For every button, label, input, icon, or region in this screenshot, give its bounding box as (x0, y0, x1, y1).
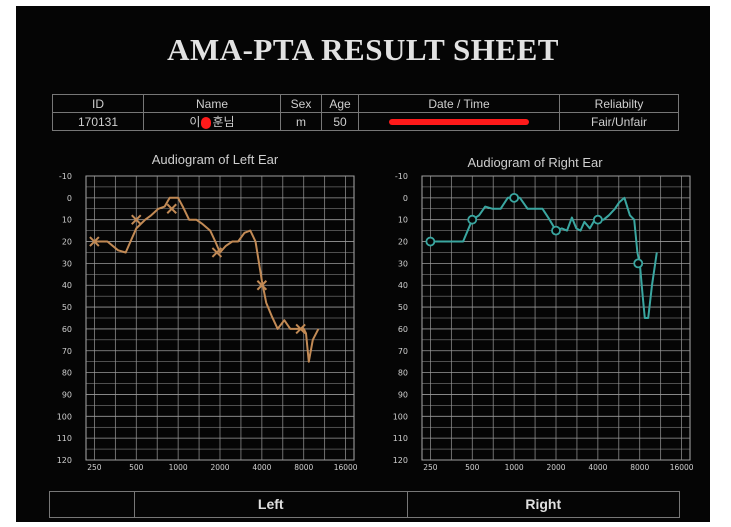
left-x-tick-label: 2000 (210, 463, 229, 472)
left-x-tick-label: 250 (87, 463, 102, 472)
left-x-marker (89, 236, 100, 247)
ear-footer-bar: Left Right (49, 491, 680, 518)
right-chart-title: Audiogram of Right Ear (467, 155, 603, 170)
right-y-tick-label: 120 (393, 456, 408, 465)
value-datetime (358, 112, 560, 131)
right-threshold-line (430, 196, 658, 319)
value-reliability: Fair/Unfair (559, 112, 679, 131)
header-name: Name (143, 94, 281, 113)
right-y-tick-label: -10 (395, 172, 408, 181)
result-sheet: AMA-PTA RESULT SHEET ID Name Sex Age Dat… (16, 6, 710, 522)
left-y-tick-label: -10 (59, 172, 72, 181)
header-id: ID (52, 94, 144, 113)
value-name: 이 훈님 (143, 112, 281, 131)
right-x-tick-label: 16000 (670, 463, 694, 472)
left-threshold-line (94, 196, 320, 363)
left-y-tick-label: 70 (62, 347, 72, 356)
right-o-marker (551, 225, 561, 236)
datetime-redaction-mark (389, 119, 529, 126)
left-y-tick-label: 90 (62, 390, 72, 399)
right-y-tick-label: 40 (398, 281, 408, 290)
left-chart-title: Audiogram of Left Ear (151, 152, 279, 167)
right-y-tick-label: 50 (398, 303, 408, 312)
left-y-tick-label: 40 (62, 281, 72, 290)
value-age: 50 (321, 112, 359, 131)
header-age: Age (321, 94, 359, 113)
right-ear-audiogram: -10 0 10 20 30 40 50 60 70 80 90 100 110 120 250 500 100… (393, 172, 694, 472)
right-y-tick-label: 30 (398, 259, 408, 268)
left-x-marker (256, 280, 268, 291)
left-x-marker (211, 247, 223, 258)
footer-spacer (50, 492, 134, 517)
left-x-tick-label: 8000 (294, 463, 313, 472)
right-o-marker (425, 236, 436, 247)
header-datetime: Date / Time (358, 94, 560, 113)
footer-right-label: Right (406, 492, 680, 517)
left-x-tick-label: 4000 (252, 463, 271, 472)
right-y-tick-label: 20 (398, 238, 408, 247)
right-y-tick-label: 70 (398, 347, 408, 356)
left-y-tick-label: 50 (62, 303, 72, 312)
value-sex: m (280, 112, 322, 131)
left-y-tick-label: 20 (62, 238, 72, 247)
left-x-tick-label: 500 (129, 463, 144, 472)
left-x-marker (295, 323, 306, 335)
right-x-tick-label: 1000 (505, 463, 524, 472)
right-y-tick-label: 60 (398, 325, 408, 334)
right-o-marker (633, 258, 644, 269)
left-x-tick-label: 1000 (169, 463, 188, 472)
right-o-marker (509, 192, 520, 203)
name-suffix: 훈님 (212, 115, 235, 129)
left-x-marker (166, 203, 177, 214)
info-value-row: 170131 이 훈님 m 50 Fair/Unfair (52, 112, 679, 131)
name-redaction-mark (201, 116, 212, 129)
left-y-tick-label: 10 (62, 216, 72, 225)
left-y-tick-label: 120 (57, 456, 72, 465)
right-y-tick-label: 90 (398, 390, 408, 399)
footer-left-label: Left (134, 492, 407, 517)
left-y-tick-label: 60 (62, 325, 72, 334)
left-x-marker (131, 214, 142, 225)
left-y-tick-label: 110 (57, 434, 72, 443)
right-y-tick-label: 80 (398, 369, 408, 378)
sheet-title: AMA-PTA RESULT SHEET (167, 32, 559, 67)
right-y-tick-label: 110 (393, 434, 408, 443)
patient-info-table: ID Name Sex Age Date / Time Reliabilty 1… (52, 94, 679, 131)
name-prefix: 이 (189, 115, 201, 129)
right-x-tick-label: 2000 (546, 463, 565, 472)
left-ear-audiogram: -10 0 10 20 30 40 50 60 70 80 90 100 110 120 250 500 100… (57, 172, 358, 472)
left-y-tick-label: 100 (57, 412, 72, 421)
right-o-marker (592, 214, 603, 225)
right-y-tick-label: 10 (398, 216, 408, 225)
header-reliability: Reliabilty (559, 94, 679, 113)
right-y-tick-label: 0 (403, 194, 408, 203)
left-x-tick-label: 16000 (334, 463, 358, 472)
right-x-tick-label: 500 (465, 463, 480, 472)
right-x-tick-label: 8000 (630, 463, 649, 472)
right-o-marker (467, 214, 478, 225)
left-y-tick-label: 0 (67, 194, 72, 203)
header-sex: Sex (280, 94, 322, 113)
left-y-tick-label: 30 (62, 259, 72, 268)
right-x-tick-label: 250 (423, 463, 438, 472)
right-x-tick-label: 4000 (588, 463, 607, 472)
info-header-row: ID Name Sex Age Date / Time Reliabilty (52, 94, 679, 113)
value-id: 170131 (52, 112, 144, 131)
left-y-tick-label: 80 (62, 369, 72, 378)
right-y-tick-label: 100 (393, 412, 408, 421)
